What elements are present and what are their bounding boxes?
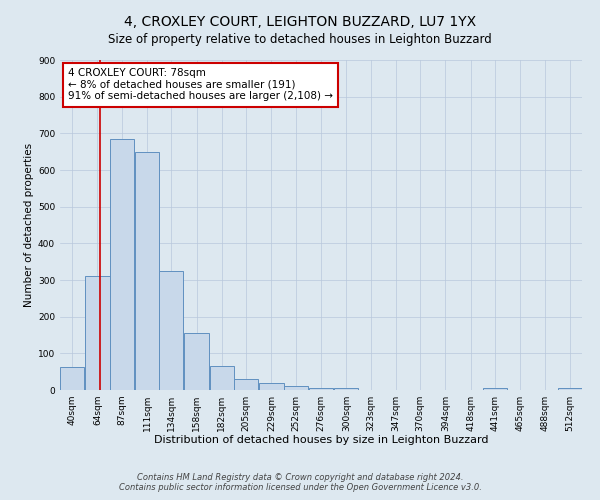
Bar: [483, 388, 507, 390]
Text: Size of property relative to detached houses in Leighton Buzzard: Size of property relative to detached ho…: [108, 32, 492, 46]
Bar: [259, 384, 284, 390]
Bar: [210, 366, 234, 390]
Bar: [135, 152, 159, 390]
Bar: [159, 271, 184, 390]
Bar: [558, 388, 582, 390]
Bar: [234, 379, 258, 390]
Y-axis label: Number of detached properties: Number of detached properties: [24, 143, 34, 307]
Bar: [334, 388, 358, 390]
Text: 4 CROXLEY COURT: 78sqm
← 8% of detached houses are smaller (191)
91% of semi-det: 4 CROXLEY COURT: 78sqm ← 8% of detached …: [68, 68, 333, 102]
Text: 4, CROXLEY COURT, LEIGHTON BUZZARD, LU7 1YX: 4, CROXLEY COURT, LEIGHTON BUZZARD, LU7 …: [124, 15, 476, 29]
X-axis label: Distribution of detached houses by size in Leighton Buzzard: Distribution of detached houses by size …: [154, 436, 488, 446]
Bar: [309, 388, 333, 390]
Bar: [284, 386, 308, 390]
Bar: [184, 333, 209, 390]
Bar: [110, 139, 134, 390]
Bar: [60, 367, 84, 390]
Text: Contains HM Land Registry data © Crown copyright and database right 2024.
Contai: Contains HM Land Registry data © Crown c…: [119, 473, 481, 492]
Bar: [85, 276, 110, 390]
